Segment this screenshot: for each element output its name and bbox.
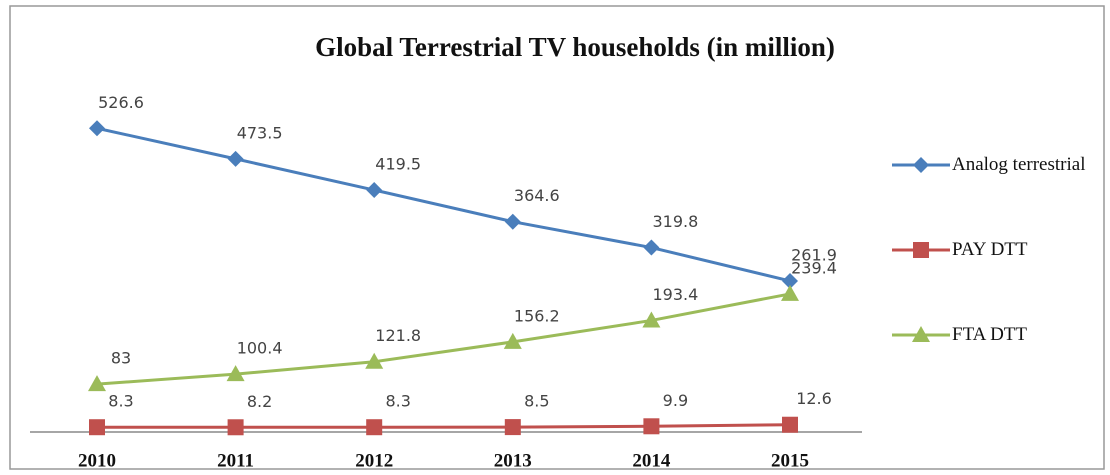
legend-label: FTA DTT — [952, 324, 1028, 345]
data-point — [504, 419, 521, 436]
data-point — [366, 419, 383, 436]
data-label: 8.3 — [108, 392, 133, 411]
x-tick-label: 2012 — [355, 450, 393, 471]
data-point — [89, 419, 105, 436]
series-line — [96, 423, 791, 429]
legend-marker — [913, 242, 929, 258]
data-point — [227, 150, 244, 167]
data-point — [88, 375, 106, 392]
data-point — [227, 419, 244, 436]
data-point — [782, 416, 798, 433]
data-point — [781, 284, 799, 301]
data-label: 83 — [111, 349, 131, 368]
data-point — [643, 418, 660, 435]
data-label: 9.9 — [663, 391, 688, 410]
data-label: 473.5 — [237, 123, 283, 142]
data-point — [365, 352, 384, 369]
data-point — [503, 332, 522, 349]
data-point — [504, 213, 521, 230]
legend-item: Analog terrestrial — [952, 154, 1086, 175]
data-point — [366, 182, 383, 199]
data-point — [226, 365, 245, 382]
chart-title: Global Terrestrial TV households (in mil… — [315, 32, 835, 62]
data-point — [642, 311, 661, 328]
data-label: 261.9 — [791, 245, 837, 264]
legend-label: PAY DTT — [952, 239, 1028, 260]
data-label: 156.2 — [514, 306, 560, 325]
chart-frame — [9, 5, 1105, 470]
data-label: 8.3 — [385, 392, 410, 411]
legend-item: PAY DTT — [952, 239, 1028, 260]
legend-label: Analog terrestrial — [952, 154, 1086, 175]
data-label: 364.6 — [514, 186, 560, 205]
x-tick-label: 2011 — [217, 450, 254, 471]
data-label: 239.4 — [791, 258, 837, 277]
data-label: 8.2 — [247, 392, 272, 411]
data-point — [89, 120, 105, 137]
series-line — [96, 126, 791, 283]
data-label: 526.6 — [98, 93, 144, 112]
series-line — [96, 292, 791, 386]
data-label: 319.8 — [652, 212, 698, 231]
data-label: 12.6 — [796, 389, 832, 408]
legend-marker — [913, 157, 929, 173]
legend-marker — [912, 326, 930, 342]
data-label: 100.4 — [237, 339, 283, 358]
x-tick-label: 2015 — [771, 450, 809, 471]
x-tick-label: 2013 — [494, 450, 532, 471]
data-point — [643, 239, 660, 256]
data-label: 419.5 — [375, 155, 421, 174]
x-tick-label: 2010 — [78, 450, 116, 471]
data-label: 8.5 — [524, 392, 549, 411]
x-tick-label: 2014 — [632, 450, 671, 471]
data-label: 193.4 — [652, 285, 698, 304]
data-label: 121.8 — [375, 326, 421, 345]
data-point — [782, 272, 798, 289]
legend-item: FTA DTT — [952, 324, 1028, 345]
